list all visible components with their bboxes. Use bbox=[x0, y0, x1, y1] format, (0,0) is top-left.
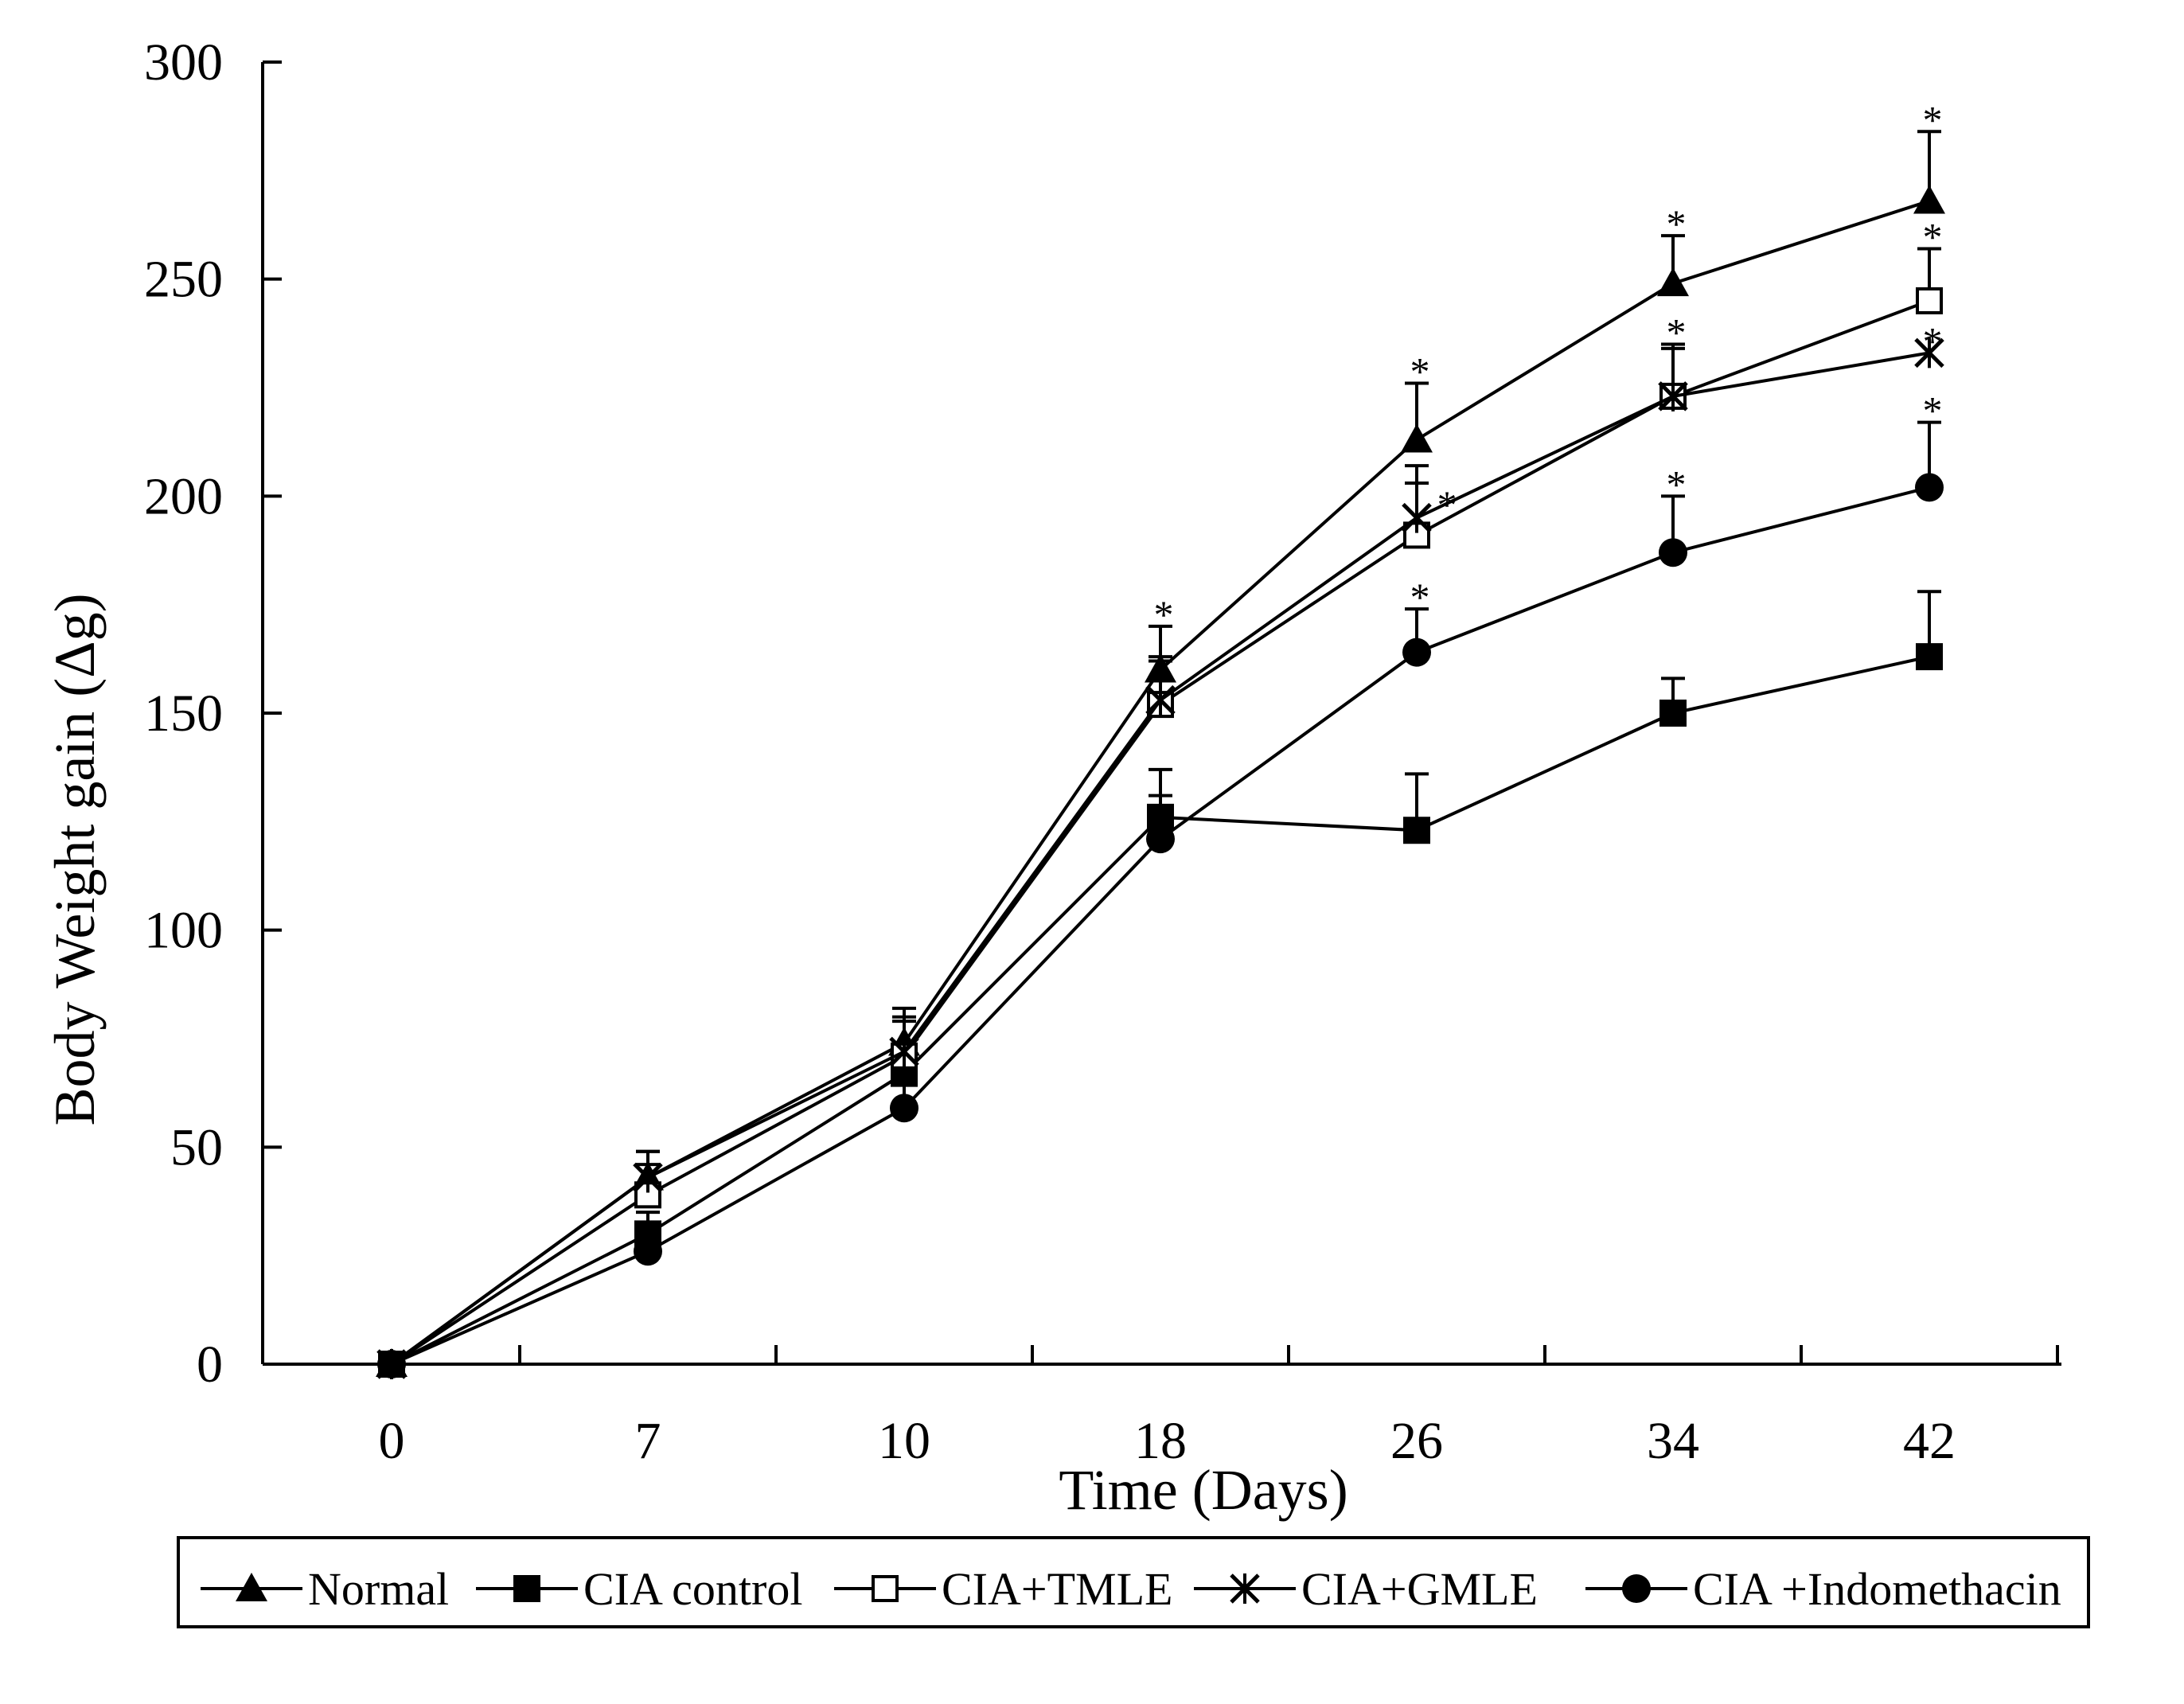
legend-marker bbox=[1230, 1573, 1260, 1604]
data-point bbox=[377, 1350, 406, 1378]
square-marker bbox=[513, 1575, 540, 1602]
data-point bbox=[1657, 267, 1689, 297]
circle-marker bbox=[634, 1237, 662, 1266]
circle-marker bbox=[1622, 1574, 1651, 1603]
data-point bbox=[1916, 643, 1943, 671]
triangle-marker bbox=[1913, 185, 1945, 214]
significance-star: * bbox=[1437, 482, 1457, 527]
significance-star: * bbox=[1154, 592, 1174, 637]
series-normal: * * * * bbox=[376, 97, 1945, 1377]
significance-star: * bbox=[1923, 388, 1943, 433]
x-tick-label: 18 bbox=[1134, 1412, 1187, 1470]
data-point bbox=[1146, 825, 1175, 854]
data-point bbox=[634, 1237, 662, 1266]
x-tick-label: 42 bbox=[1903, 1412, 1956, 1470]
series-line bbox=[391, 655, 1930, 1366]
data-point bbox=[1658, 380, 1688, 411]
y-tick-label: 50 bbox=[170, 1118, 223, 1176]
square-marker bbox=[1916, 643, 1943, 671]
circle-marker bbox=[890, 1094, 918, 1123]
y-tick-label: 200 bbox=[144, 467, 223, 525]
significance-star: * bbox=[1667, 462, 1687, 506]
data-point bbox=[1916, 287, 1943, 314]
triangle-marker bbox=[1657, 267, 1689, 297]
legend-item: CIA+TMLE bbox=[834, 1563, 1172, 1615]
legend-marker bbox=[236, 1573, 267, 1601]
y-tick-label: 250 bbox=[144, 251, 223, 309]
legend-item: Normal bbox=[201, 1563, 449, 1615]
y-axis-title: Body Weight gain (Δg) bbox=[43, 593, 107, 1125]
legend-item: CIA control bbox=[476, 1563, 802, 1615]
significance-star: * bbox=[1667, 201, 1687, 246]
open-square-marker bbox=[872, 1575, 899, 1602]
data-point bbox=[1401, 423, 1433, 453]
data-point bbox=[890, 1094, 918, 1123]
data-point bbox=[1145, 684, 1176, 716]
data-point bbox=[1403, 817, 1430, 844]
significance-star: * bbox=[1923, 214, 1943, 259]
x-tick-label: 26 bbox=[1390, 1412, 1443, 1470]
series-cia-indomethacin: * * * bbox=[377, 388, 1944, 1378]
y-tick-label: 300 bbox=[144, 33, 223, 92]
circle-marker bbox=[1146, 825, 1175, 854]
legend-marker bbox=[1622, 1574, 1651, 1603]
data-point bbox=[1914, 337, 1944, 368]
legend-marker bbox=[513, 1575, 540, 1602]
x-axis-title: Time (Days) bbox=[1059, 1458, 1347, 1522]
significance-star: * bbox=[1410, 349, 1430, 394]
legend-item: CIA +Indomethacin bbox=[1585, 1563, 2061, 1615]
y-tick-label: 150 bbox=[144, 684, 223, 743]
legend-item: CIA+GMLE bbox=[1194, 1563, 1538, 1615]
data-point bbox=[633, 1162, 663, 1193]
x-tick-label: 0 bbox=[379, 1412, 405, 1470]
data-point bbox=[1915, 473, 1944, 502]
legend-label: CIA+GMLE bbox=[1301, 1563, 1538, 1615]
y-tick-label: 0 bbox=[197, 1336, 223, 1394]
legend-box bbox=[177, 1536, 2090, 1628]
circle-marker bbox=[377, 1350, 406, 1378]
data-point bbox=[1659, 538, 1687, 567]
y-tick-label: 100 bbox=[144, 902, 223, 960]
data-point bbox=[1402, 502, 1432, 533]
square-marker bbox=[1403, 817, 1430, 844]
legend-label: Normal bbox=[308, 1563, 449, 1615]
data-point bbox=[889, 1036, 919, 1067]
circle-marker bbox=[1659, 538, 1687, 567]
data-point bbox=[1402, 638, 1431, 667]
square-marker bbox=[1659, 700, 1687, 727]
circle-marker bbox=[1915, 473, 1944, 502]
legend-label: CIA +Indomethacin bbox=[1693, 1563, 2061, 1615]
data-point bbox=[1659, 700, 1687, 727]
x-tick-label: 7 bbox=[635, 1412, 661, 1470]
circle-marker bbox=[1402, 638, 1431, 667]
significance-star: * bbox=[1923, 97, 1943, 142]
data-point bbox=[1913, 185, 1945, 214]
x-tick-label: 34 bbox=[1647, 1412, 1699, 1470]
significance-star: * bbox=[1410, 575, 1430, 619]
x-tick-label: 10 bbox=[878, 1412, 930, 1470]
legend-label: CIA control bbox=[583, 1563, 802, 1615]
legend: Normal CIA control CIA+TMLE CIA+GMLE CIA +In… bbox=[177, 1536, 2090, 1628]
legend-label: CIA+TMLE bbox=[942, 1563, 1172, 1615]
triangle-marker bbox=[236, 1573, 267, 1601]
triangle-marker bbox=[1401, 423, 1433, 453]
legend-marker bbox=[872, 1575, 899, 1602]
open-square-marker bbox=[1916, 287, 1943, 314]
